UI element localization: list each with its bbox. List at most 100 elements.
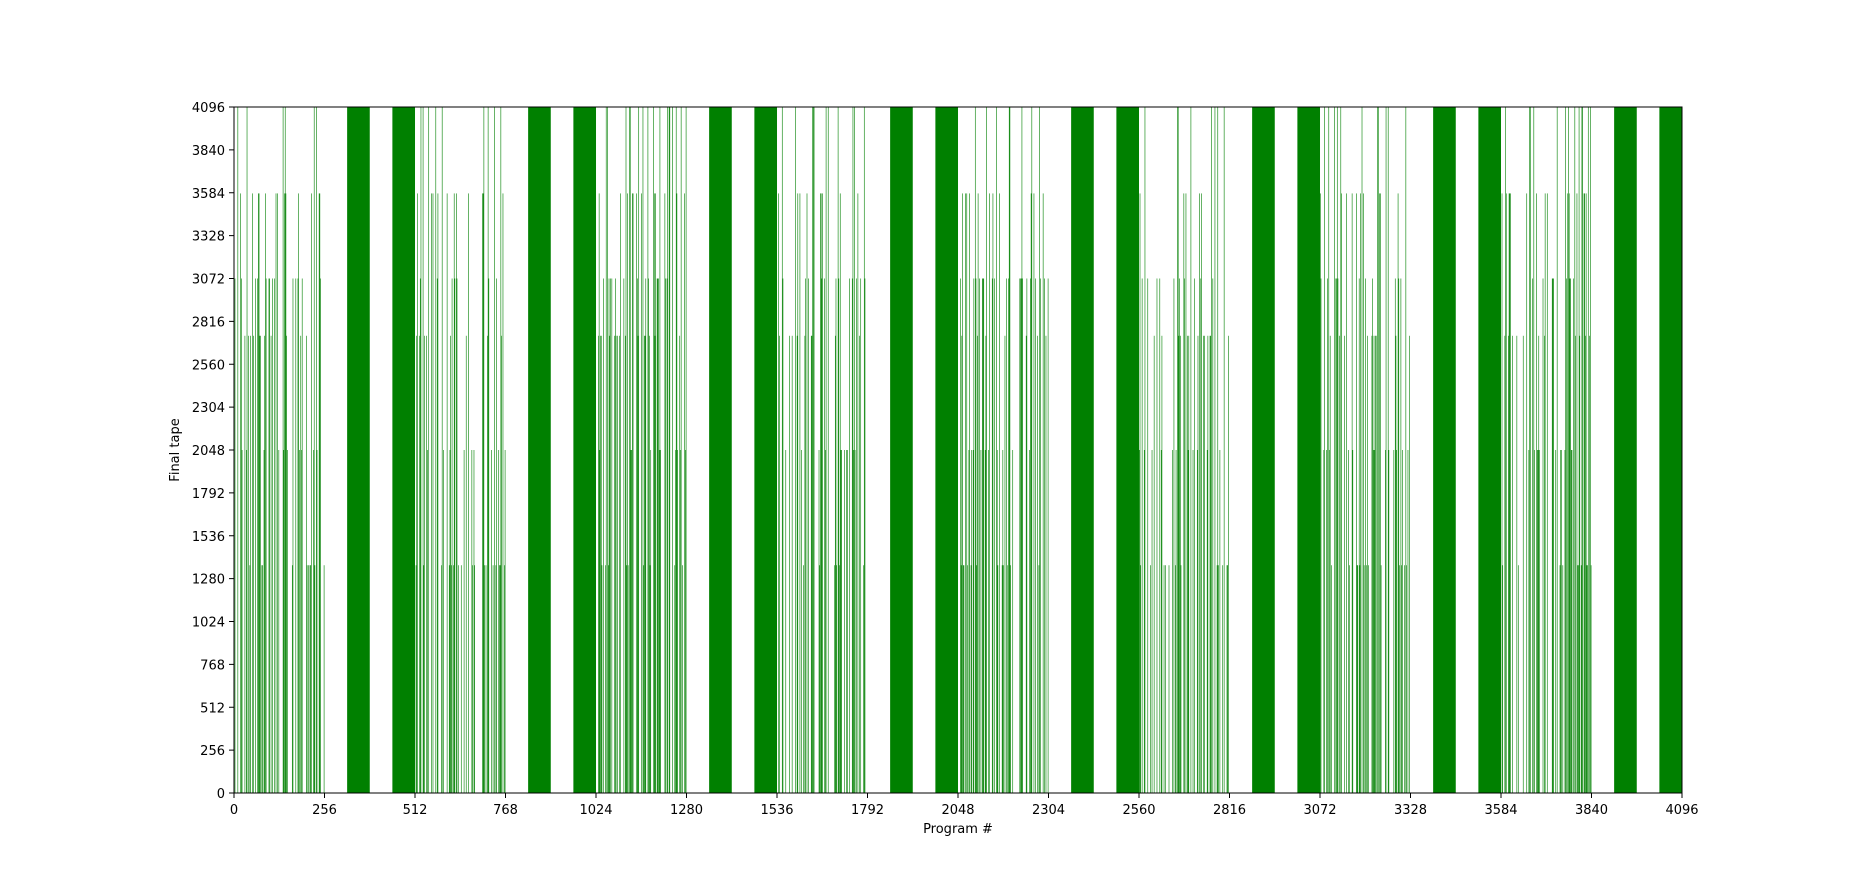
bar-4-2172	[1001, 565, 1003, 793]
bar-2-1064	[610, 278, 611, 793]
bar-0-34	[246, 450, 247, 793]
bar-2-1156	[642, 107, 644, 793]
bar-7-3708	[1544, 193, 1546, 794]
bar-0-54	[253, 335, 254, 793]
bar-2-1036	[600, 335, 601, 793]
bar-2-1260	[679, 335, 681, 793]
bar-7-3604	[1508, 335, 1509, 793]
bar-2-1092	[620, 193, 621, 794]
bar-2-1058	[608, 565, 609, 793]
bar-2-1176	[649, 565, 651, 793]
bar-1-588	[441, 107, 443, 793]
bar-6-3162	[1351, 193, 1353, 794]
bar-4-2150	[994, 278, 995, 793]
bar-6-3130	[1340, 107, 1342, 793]
bar-5-2752	[1206, 450, 1208, 793]
bar-4-2124	[984, 450, 986, 793]
bar-2-1138	[636, 193, 637, 794]
bar-0-190	[301, 450, 302, 793]
bar-4-2226	[1020, 278, 1022, 793]
bar-7-3690	[1538, 335, 1540, 793]
bar-3-1542	[779, 335, 780, 793]
bar-3-1664	[822, 193, 823, 794]
bar-2-1038	[600, 335, 602, 793]
bar-2-1084	[617, 335, 618, 793]
bar-7-3784	[1571, 450, 1573, 793]
bar-3-1754	[854, 107, 855, 793]
bar-0-148	[286, 335, 287, 793]
bar-0-216	[310, 565, 311, 793]
bar-1-570	[435, 107, 437, 793]
bar-5-2784	[1218, 565, 1219, 793]
bar-3-1674	[825, 107, 827, 793]
bar-0-66	[257, 278, 258, 793]
bar-0-74	[260, 335, 261, 793]
bar-6-3324	[1409, 335, 1410, 793]
bar-5-2764	[1211, 107, 1212, 793]
bar-1-656	[465, 335, 467, 793]
bar-4-2292	[1044, 278, 1045, 793]
bar-2-1192	[655, 193, 656, 794]
bar-4-2280	[1040, 278, 1041, 793]
bar-7-3732	[1553, 278, 1554, 793]
bar-block-5	[754, 107, 778, 793]
bar-0-234	[316, 450, 318, 793]
bar-3-1654	[818, 450, 820, 793]
bar-7-3788	[1573, 278, 1574, 793]
bar-1-760	[502, 193, 504, 794]
bar-6-3104	[1331, 565, 1332, 793]
bar-4-2302	[1047, 278, 1049, 793]
bar-2-1120	[629, 107, 631, 793]
x-tick-label: 2048	[941, 803, 974, 818]
bar-2-1076	[614, 335, 615, 793]
bar-3-1550	[781, 107, 783, 793]
bar-1-514	[415, 565, 417, 793]
bar-4-2084	[970, 565, 972, 793]
bar-0-242	[319, 193, 321, 794]
bar-1-628	[456, 193, 457, 794]
bar-block-6	[890, 107, 913, 793]
bar-1-766	[504, 450, 506, 793]
x-tick-label: 256	[312, 803, 337, 818]
bar-7-3818	[1583, 193, 1585, 794]
bar-2-1108	[625, 107, 627, 793]
bar-2-1248	[675, 450, 676, 793]
bar-7-3778	[1569, 278, 1571, 793]
bar-5-2676	[1180, 335, 1181, 793]
bar-3-1740	[849, 278, 850, 793]
bar-7-3706	[1544, 335, 1545, 793]
bar-6-3258	[1385, 107, 1387, 793]
bar-3-1616	[805, 278, 806, 793]
bar-1-620	[453, 565, 454, 793]
bar-5-2812	[1228, 335, 1229, 793]
bar-6-3206	[1367, 335, 1368, 793]
bar-6-3314	[1405, 107, 1407, 793]
bar-2-1114	[627, 565, 629, 793]
bar-3-1680	[827, 107, 829, 793]
bar-2-1056	[607, 107, 608, 793]
y-tick-label: 1024	[192, 616, 225, 631]
bar-5-2712	[1192, 450, 1194, 793]
bar-3-1780	[863, 565, 864, 793]
bar-1-630	[456, 278, 458, 793]
y-tick-label: 256	[200, 744, 225, 759]
bar-7-3738	[1555, 450, 1557, 793]
bar-0-72	[259, 335, 261, 793]
bar-3-1714	[839, 193, 841, 794]
bar-block-4	[709, 107, 732, 793]
bar-1-642	[460, 565, 462, 793]
bar-2-1250	[675, 107, 677, 793]
bar-2-1276	[685, 450, 686, 793]
bar-1-534	[422, 107, 424, 793]
bar-1-674	[472, 565, 473, 793]
bar-4-2058	[961, 335, 963, 793]
bar-0-88	[265, 193, 266, 794]
bar-2-1240	[672, 107, 673, 793]
bar-7-3776	[1568, 193, 1570, 794]
bar-6-3310	[1404, 565, 1405, 793]
bar-0-36	[246, 107, 248, 793]
bar-7-3794	[1575, 335, 1576, 793]
bar-3-1604	[801, 450, 802, 793]
bar-7-3800	[1577, 565, 1578, 793]
bar-7-3616	[1512, 335, 1513, 793]
